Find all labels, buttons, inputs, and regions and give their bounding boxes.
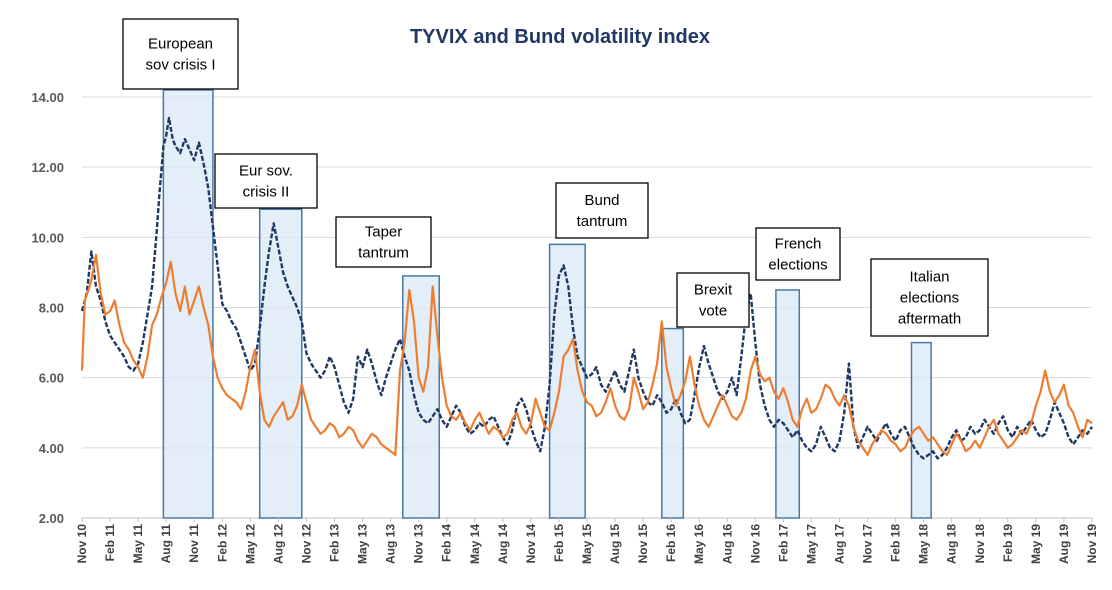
x-tick-label: May 11 [131,524,145,564]
x-tick-label: Nov 18 [973,524,987,564]
x-tick-label: May 17 [804,524,818,564]
event-region [258,208,303,519]
x-tick-label: Aug 12 [271,524,285,564]
tyvix-line [80,116,1093,460]
annotation-label: sov crisis I [145,57,215,74]
annotation-label: tantrum [577,213,628,230]
x-tick-label: Feb 12 [215,524,229,562]
annotation-box: Bund tantrum [555,182,649,239]
x-tick-label: Aug 11 [159,524,173,564]
x-tick-label: Nov 17 [861,524,875,564]
x-tick-label: Aug 14 [496,524,510,564]
x-tick-label: May 15 [580,524,594,564]
y-axis: 2.00 4.00 6.00 8.00 10.00 12.00 14.00 [31,90,64,526]
x-tick-label: Feb 15 [552,524,566,562]
annotation-label: Taper [365,224,403,241]
annotation-label: aftermath [898,311,961,328]
x-tick-label: Aug 18 [945,524,959,564]
y-tick-label: 8.00 [39,301,64,316]
annotation-frame [676,272,750,328]
x-tick-label: Nov 12 [299,524,313,564]
chart-title: TYVIX and Bund volatility index [409,26,711,48]
annotation-label: Bund [584,192,619,209]
x-tick-label: Feb 13 [328,524,342,562]
annotation-label: elections [900,290,959,307]
event-region [661,327,685,519]
y-tick-label: 12.00 [31,160,64,175]
annotation-box: Eur sov. crisis II [214,153,318,209]
x-tick-label: Nov 16 [748,524,762,564]
x-tick-label: Nov 15 [636,524,650,564]
x-tick-label: Aug 15 [608,524,622,564]
bund-vol-line [80,253,1093,456]
annotation-label: vote [699,303,727,320]
annotation-frame [214,153,318,209]
annotation-box: Brexit vote [676,272,750,328]
x-tick-label: Aug 16 [720,524,734,564]
x-tick-label: May 18 [917,524,931,564]
annotation-label: European [148,36,213,53]
x-tick-label: Aug 13 [384,524,398,564]
x-tick-label: Aug 17 [833,524,847,564]
y-tick-label: 6.00 [39,371,64,386]
y-tick-label: 14.00 [31,90,64,105]
annotation-box: French elections [755,227,841,281]
x-tick-label: Feb 19 [1001,524,1015,562]
series-lines [80,116,1093,460]
annotation-label: crisis II [243,184,290,201]
event-annotations: European sov crisis I Eur sov. crisis II Tap… [122,18,989,337]
annotation-label: elections [768,257,827,274]
x-tick-label: Feb 11 [103,524,117,562]
x-tick-label: Nov 13 [412,524,426,564]
x-tick-label: Aug 19 [1057,524,1071,564]
x-tick-label: Nov 11 [187,524,201,563]
annotation-label: French [775,236,822,253]
x-tick-label: May 12 [243,524,257,564]
x-tick-label: Nov 19 [1085,524,1099,564]
x-tick-label: May 14 [468,524,482,564]
x-axis: Nov 10 Feb 11 May 11 Aug 11 Nov 11 Feb 12 May … [75,518,1099,564]
annotation-box: Italian elections aftermath [870,258,989,337]
event-region [402,275,440,519]
annotation-label: tantrum [358,245,409,262]
annotation-frame [555,182,649,239]
y-tick-label: 4.00 [39,441,64,456]
x-tick-label: May 13 [356,524,370,564]
x-tick-label: Feb 17 [776,524,790,562]
annotation-label: Brexit [694,282,733,299]
x-tick-label: Feb 14 [440,524,454,562]
annotation-frame [335,216,432,268]
annotation-frame [755,227,841,281]
x-tick-label: Feb 16 [664,524,678,562]
annotation-label: Italian [909,269,949,286]
annotation-box: Taper tantrum [335,216,432,268]
annotation-frame [122,18,239,90]
annotation-label: Eur sov. [239,163,293,180]
x-tick-label: Feb 18 [889,524,903,562]
y-tick-label: 10.00 [31,230,64,245]
annotation-box: European sov crisis I [122,18,239,90]
x-tick-label: May 19 [1029,524,1043,564]
annotation-frame [870,258,989,337]
x-tick-label: May 16 [692,524,706,564]
y-tick-label: 2.00 [39,511,64,526]
x-tick-label: Nov 14 [524,524,538,564]
x-tick-label: Nov 10 [75,524,89,564]
